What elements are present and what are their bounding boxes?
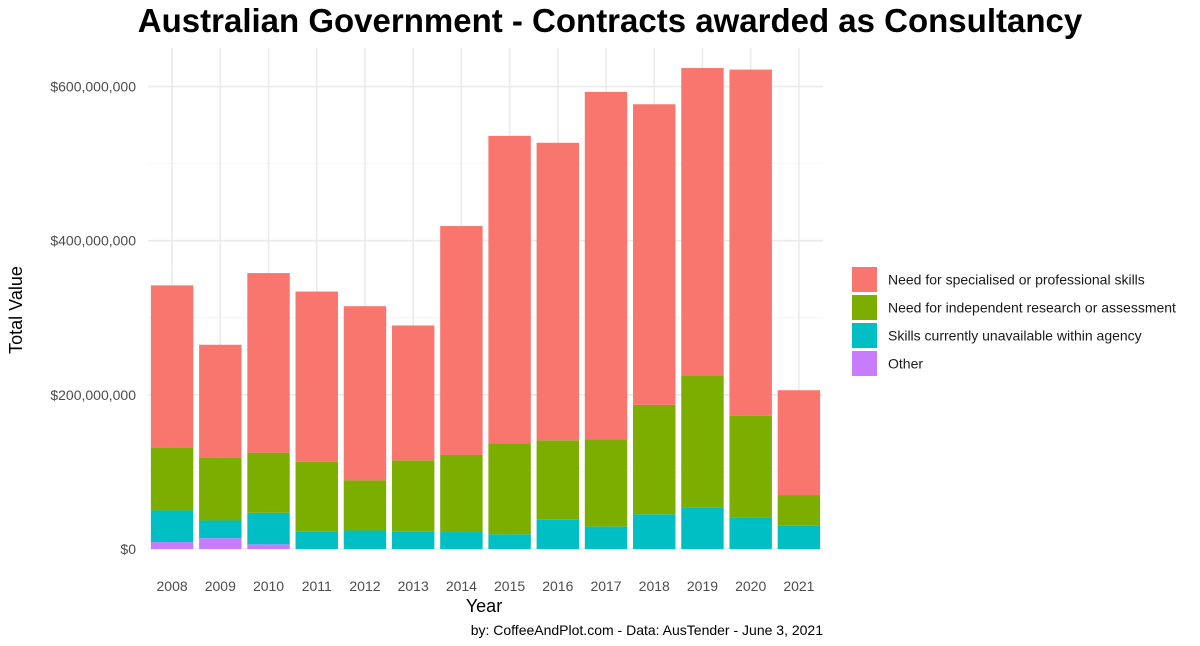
- x-tick-label: 2018: [639, 578, 670, 594]
- legend-label: Need for independent research or assessm…: [888, 300, 1176, 316]
- bar-2014-skills-currently-unavailable-within-agency: [440, 532, 483, 549]
- bar-2021-skills-currently-unavailable-within-agency: [777, 525, 821, 549]
- x-tick-label: 2021: [783, 578, 814, 594]
- bar-2008-other: [150, 542, 194, 549]
- bar-2010-skills-currently-unavailable-within-agency: [247, 512, 290, 545]
- y-axis-ticks: $0 $200,000,000 $400,000,000 $600,000,000: [50, 79, 136, 557]
- bar-2018-skills-currently-unavailable-within-agency: [633, 514, 676, 549]
- legend-key: [852, 323, 877, 348]
- x-tick-label: 2008: [157, 578, 188, 594]
- bar-2017-need-for-independent-research-or-assessment: [584, 439, 628, 527]
- bar-2011-skills-currently-unavailable-within-agency: [295, 531, 338, 549]
- bar-2019-need-for-independent-research-or-assessment: [681, 375, 724, 508]
- bar-2011-need-for-independent-research-or-assessment: [295, 461, 338, 532]
- y-axis-title: Total Value: [6, 266, 26, 354]
- chart-caption: by: CoffeeAndPlot.com - Data: AusTender …: [471, 622, 823, 638]
- bar-2009-other: [199, 538, 242, 549]
- bar-stack-2011: [295, 291, 338, 549]
- x-tick-label: 2010: [253, 578, 284, 594]
- bar-stack-2018: [633, 104, 676, 549]
- x-tick-label: 2013: [398, 578, 429, 594]
- bar-2012-skills-currently-unavailable-within-agency: [343, 530, 387, 549]
- x-tick-label: 2016: [542, 578, 573, 594]
- bar-2012-need-for-specialised-or-professional-skills: [343, 306, 387, 481]
- legend-key: [852, 295, 877, 320]
- y-tick-label: $400,000,000: [50, 233, 136, 249]
- bar-2013-need-for-specialised-or-professional-skills: [391, 325, 435, 461]
- bar-2009-need-for-independent-research-or-assessment: [199, 457, 242, 521]
- legend-key: [852, 267, 877, 292]
- y-tick-label: $200,000,000: [50, 387, 136, 403]
- bar-2008-skills-currently-unavailable-within-agency: [150, 510, 194, 543]
- x-tick-label: 2015: [494, 578, 525, 594]
- bar-2012-need-for-independent-research-or-assessment: [343, 480, 387, 531]
- bar-2010-need-for-specialised-or-professional-skills: [247, 273, 290, 453]
- bar-2014-need-for-independent-research-or-assessment: [440, 454, 483, 533]
- bar-2009-need-for-specialised-or-professional-skills: [199, 344, 242, 458]
- bar-stack-2014: [440, 226, 483, 549]
- bar-2021-need-for-specialised-or-professional-skills: [777, 390, 821, 496]
- chart-title: Australian Government - Contracts awarde…: [138, 2, 1083, 39]
- x-tick-label: 2012: [349, 578, 380, 594]
- bar-2008-need-for-specialised-or-professional-skills: [150, 285, 194, 448]
- x-tick-label: 2020: [735, 578, 766, 594]
- x-axis-title: Year: [466, 596, 502, 616]
- bar-2013-skills-currently-unavailable-within-agency: [391, 531, 435, 549]
- legend-item: Other: [852, 351, 923, 376]
- bar-2011-need-for-specialised-or-professional-skills: [295, 291, 338, 462]
- bar-stack-2013: [391, 325, 435, 549]
- bar-stack-2012: [343, 306, 387, 549]
- x-tick-label: 2014: [446, 578, 477, 594]
- bar-2017-skills-currently-unavailable-within-agency: [584, 526, 628, 549]
- bar-2019-skills-currently-unavailable-within-agency: [681, 507, 724, 549]
- bar-2015-skills-currently-unavailable-within-agency: [488, 534, 531, 549]
- bar-stack-2008: [150, 285, 194, 549]
- bar-2010-need-for-independent-research-or-assessment: [247, 452, 290, 513]
- bar-2010-other: [247, 544, 290, 549]
- legend: Need for specialised or professional ski…: [852, 267, 1176, 376]
- legend-item: Need for independent research or assessm…: [852, 295, 1176, 320]
- bar-2008-need-for-independent-research-or-assessment: [150, 447, 194, 511]
- bar-2017-need-for-specialised-or-professional-skills: [584, 91, 628, 440]
- bar-2015-need-for-independent-research-or-assessment: [488, 443, 531, 535]
- bar-stack-2020: [729, 69, 772, 549]
- bar-2016-need-for-specialised-or-professional-skills: [536, 142, 580, 441]
- bars: [150, 68, 821, 549]
- bar-stack-2009: [199, 344, 242, 549]
- bar-2014-need-for-specialised-or-professional-skills: [440, 226, 483, 455]
- bar-stack-2015: [488, 135, 531, 549]
- bar-2019-need-for-specialised-or-professional-skills: [681, 68, 724, 376]
- x-tick-label: 2009: [205, 578, 236, 594]
- x-axis-ticks: 2008 2009 2010 2011 2012 2013 2014 2015 2016 2017…: [157, 578, 815, 594]
- bar-2016-need-for-independent-research-or-assessment: [536, 440, 580, 520]
- bar-stack-2010: [247, 273, 290, 549]
- x-tick-label: 2011: [302, 578, 332, 594]
- bar-2009-skills-currently-unavailable-within-agency: [199, 520, 242, 539]
- bar-2018-need-for-specialised-or-professional-skills: [633, 104, 676, 405]
- y-tick-label: $0: [120, 541, 136, 557]
- legend-item: Skills currently unavailable within agen…: [852, 323, 1142, 348]
- legend-item: Need for specialised or professional ski…: [852, 267, 1145, 292]
- bar-2020-need-for-specialised-or-professional-skills: [729, 69, 772, 416]
- x-tick-label: 2019: [687, 578, 718, 594]
- bar-stack-2021: [777, 390, 821, 549]
- bar-2016-skills-currently-unavailable-within-agency: [536, 519, 580, 549]
- bar-2013-need-for-independent-research-or-assessment: [391, 460, 435, 532]
- bar-2020-need-for-independent-research-or-assessment: [729, 415, 772, 518]
- bar-2018-need-for-independent-research-or-assessment: [633, 404, 676, 515]
- legend-label: Skills currently unavailable within agen…: [888, 328, 1142, 344]
- legend-key: [852, 351, 877, 376]
- bar-2020-skills-currently-unavailable-within-agency: [729, 517, 772, 549]
- bar-2021-need-for-independent-research-or-assessment: [777, 495, 821, 526]
- legend-label: Need for specialised or professional ski…: [888, 272, 1145, 288]
- bar-2015-need-for-specialised-or-professional-skills: [488, 135, 531, 444]
- bar-stack-2017: [584, 91, 628, 549]
- x-tick-label: 2017: [590, 578, 621, 594]
- legend-label: Other: [888, 356, 923, 372]
- y-tick-label: $600,000,000: [50, 79, 136, 95]
- bar-stack-2016: [536, 142, 580, 549]
- bar-stack-2019: [681, 68, 724, 549]
